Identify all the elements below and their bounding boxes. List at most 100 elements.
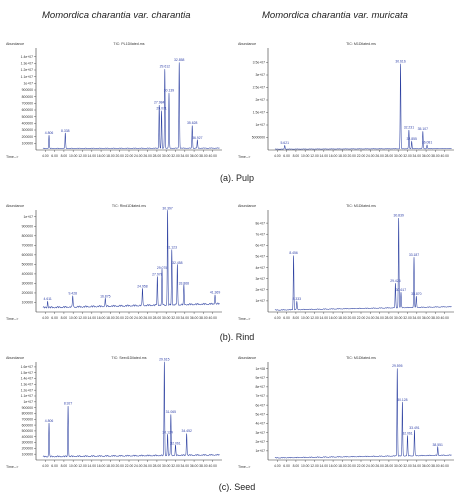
peak: 32.061 <box>170 441 180 445</box>
peak: 30.616 <box>395 59 405 63</box>
x-tick-label: 18.00 <box>338 464 347 468</box>
peak-label: 32.061 <box>402 432 412 436</box>
x-tick-label: 8.00 <box>61 464 68 468</box>
peak: 8.333 <box>293 297 302 301</box>
column-title-charantia: Momordica charantia var. charantia <box>42 10 191 21</box>
x-tick-label: 12.00 <box>310 464 319 468</box>
peak: 32.858 <box>174 58 184 62</box>
peak-label: 31.123 <box>167 246 177 250</box>
y-tick-label: 200000 <box>22 447 33 451</box>
y-tick-label: 1e+07 <box>23 215 33 219</box>
x-tick-label: 30.00 <box>394 316 403 320</box>
x-axis-label: Time--> <box>238 155 250 159</box>
y-tick-label: 1.2e+07 <box>21 68 33 72</box>
x-tick-label: 24.00 <box>134 464 143 468</box>
peak: 5.621 <box>280 141 289 145</box>
y-tick-label: 100000 <box>22 452 33 456</box>
peak: 33.491 <box>409 426 419 430</box>
y-tick-label: 2e+07 <box>255 288 265 292</box>
x-tick-label: 18.00 <box>338 316 347 320</box>
x-tick-label: 36.00 <box>422 316 431 320</box>
y-tick-label: 7e+07 <box>255 232 265 236</box>
peak-label: 8.927 <box>64 402 73 406</box>
peak-label: 29.426 <box>390 279 400 283</box>
x-tick-label: 10.00 <box>301 316 310 320</box>
peak: 36.081 <box>422 141 432 145</box>
peak: 30.124 <box>162 430 172 434</box>
peak: 27.984 <box>154 101 164 105</box>
tic-trace <box>274 217 452 311</box>
y-tick-label: 700000 <box>22 417 33 421</box>
peak-label: 29.075 <box>157 266 167 270</box>
x-tick-label: 14.00 <box>88 316 97 320</box>
x-tick-label: 20.00 <box>347 464 356 468</box>
x-tick-label: 28.00 <box>153 316 162 320</box>
x-tick-label: 26.00 <box>143 154 152 158</box>
y-tick-label: 3e+07 <box>255 73 265 77</box>
y-tick-label: 1.3e+07 <box>21 62 33 66</box>
peak: 4.806 <box>45 419 54 423</box>
y-tick-label: 1e+08 <box>255 367 265 371</box>
x-tick-label: 4.00 <box>274 316 281 320</box>
y-tick-label: 1.2e+07 <box>21 388 33 392</box>
y-tick-label: 1e+07 <box>255 449 265 453</box>
y-tick-label: 600000 <box>22 108 33 112</box>
peak-label: 32.855 <box>406 137 416 141</box>
x-tick-label: 36.00 <box>190 154 199 158</box>
peak: 31.123 <box>167 246 177 250</box>
x-tick-label: 40.00 <box>208 154 217 158</box>
x-tick-label: 28.00 <box>385 154 394 158</box>
x-tick-label: 38.00 <box>431 464 440 468</box>
x-tick-label: 12.00 <box>310 154 319 158</box>
x-tick-label: 20.00 <box>115 316 124 320</box>
column-title-muricata: Momordica charantia var. muricata <box>262 10 408 21</box>
y-tick-label: 200000 <box>22 135 33 139</box>
x-tick-label: 8.00 <box>293 316 300 320</box>
peak: 32.855 <box>406 137 416 141</box>
tic-trace <box>42 210 220 309</box>
x-tick-label: 36.00 <box>190 316 199 320</box>
y-tick-label: 400000 <box>22 435 33 439</box>
peak: 8.456 <box>289 251 298 255</box>
x-tick-label: 22.00 <box>125 154 134 158</box>
peak-label: 8.456 <box>289 251 298 255</box>
y-tick-label: 8e+07 <box>255 221 265 225</box>
x-tick-label: 14.00 <box>320 154 329 158</box>
x-tick-label: 8.00 <box>293 154 300 158</box>
peak-label: 27.984 <box>154 101 164 105</box>
x-tick-label: 16.00 <box>97 464 106 468</box>
peak: 35.107 <box>418 127 428 131</box>
x-tick-label: 24.00 <box>366 464 375 468</box>
y-tick-label: 900000 <box>22 224 33 228</box>
peak-label: 29.071 <box>156 107 166 111</box>
x-tick-label: 10.00 <box>301 154 310 158</box>
y-tick-label: 6e+07 <box>255 403 265 407</box>
peak-label: 33.870 <box>411 292 421 296</box>
x-tick-label: 40.00 <box>208 316 217 320</box>
y-tick-label: 1.3e+07 <box>21 383 33 387</box>
peak-label: 29.595 <box>392 364 402 368</box>
peak-label: 8.338 <box>61 129 70 133</box>
x-tick-label: 32.00 <box>403 154 412 158</box>
peak: 33.870 <box>411 292 421 296</box>
x-tick-label: 22.00 <box>357 464 366 468</box>
y-tick-label: 1.6e+07 <box>21 365 33 369</box>
x-tick-label: 6.00 <box>283 316 290 320</box>
x-tick-label: 16.00 <box>329 464 338 468</box>
x-tick-label: 32.00 <box>171 464 180 468</box>
y-axis-label: Abundance <box>238 204 256 208</box>
chart-title: TIC: M1Dilated.ms <box>346 42 376 46</box>
peak-label: 34.452 <box>181 429 191 433</box>
peak: 4.611 <box>44 297 52 301</box>
peak: 27.978 <box>152 273 162 277</box>
y-tick-label: 800000 <box>22 95 33 99</box>
peak-label: 30.128 <box>397 398 407 402</box>
peak: 36.927 <box>192 136 202 140</box>
x-tick-label: 14.00 <box>320 316 329 320</box>
x-tick-label: 10.00 <box>69 316 78 320</box>
x-tick-label: 38.00 <box>431 316 440 320</box>
peak-label: 24.958 <box>137 284 147 288</box>
x-tick-label: 34.00 <box>413 316 422 320</box>
x-tick-label: 22.00 <box>357 154 366 158</box>
y-tick-label: 3e+07 <box>255 277 265 281</box>
